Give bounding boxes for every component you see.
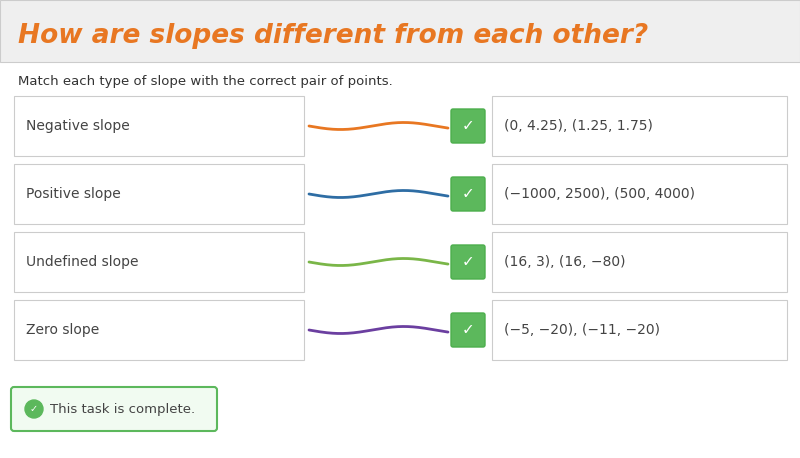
Text: How are slopes different from each other?: How are slopes different from each other… bbox=[18, 23, 648, 49]
FancyBboxPatch shape bbox=[492, 300, 787, 360]
Text: ✓: ✓ bbox=[462, 119, 474, 133]
Text: Match each type of slope with the correct pair of points.: Match each type of slope with the correc… bbox=[18, 76, 393, 88]
FancyBboxPatch shape bbox=[0, 0, 800, 62]
Circle shape bbox=[25, 400, 43, 418]
Text: (−1000, 2500), (500, 4000): (−1000, 2500), (500, 4000) bbox=[504, 187, 695, 201]
FancyBboxPatch shape bbox=[451, 109, 485, 143]
Text: ✓: ✓ bbox=[30, 404, 38, 414]
Text: Positive slope: Positive slope bbox=[26, 187, 121, 201]
Text: ✓: ✓ bbox=[462, 186, 474, 202]
FancyBboxPatch shape bbox=[492, 232, 787, 292]
Text: (−5, −20), (−11, −20): (−5, −20), (−11, −20) bbox=[504, 323, 660, 337]
FancyBboxPatch shape bbox=[14, 232, 304, 292]
Text: Zero slope: Zero slope bbox=[26, 323, 99, 337]
FancyBboxPatch shape bbox=[451, 245, 485, 279]
FancyBboxPatch shape bbox=[14, 96, 304, 156]
FancyBboxPatch shape bbox=[11, 387, 217, 431]
Text: ✓: ✓ bbox=[462, 322, 474, 338]
FancyBboxPatch shape bbox=[14, 164, 304, 224]
Text: Negative slope: Negative slope bbox=[26, 119, 130, 133]
FancyBboxPatch shape bbox=[492, 96, 787, 156]
Text: (16, 3), (16, −80): (16, 3), (16, −80) bbox=[504, 255, 626, 269]
FancyBboxPatch shape bbox=[14, 300, 304, 360]
Text: ✓: ✓ bbox=[462, 255, 474, 269]
FancyBboxPatch shape bbox=[451, 177, 485, 211]
Text: Undefined slope: Undefined slope bbox=[26, 255, 138, 269]
FancyBboxPatch shape bbox=[451, 313, 485, 347]
Text: (0, 4.25), (1.25, 1.75): (0, 4.25), (1.25, 1.75) bbox=[504, 119, 653, 133]
FancyBboxPatch shape bbox=[492, 164, 787, 224]
Text: This task is complete.: This task is complete. bbox=[50, 403, 195, 415]
